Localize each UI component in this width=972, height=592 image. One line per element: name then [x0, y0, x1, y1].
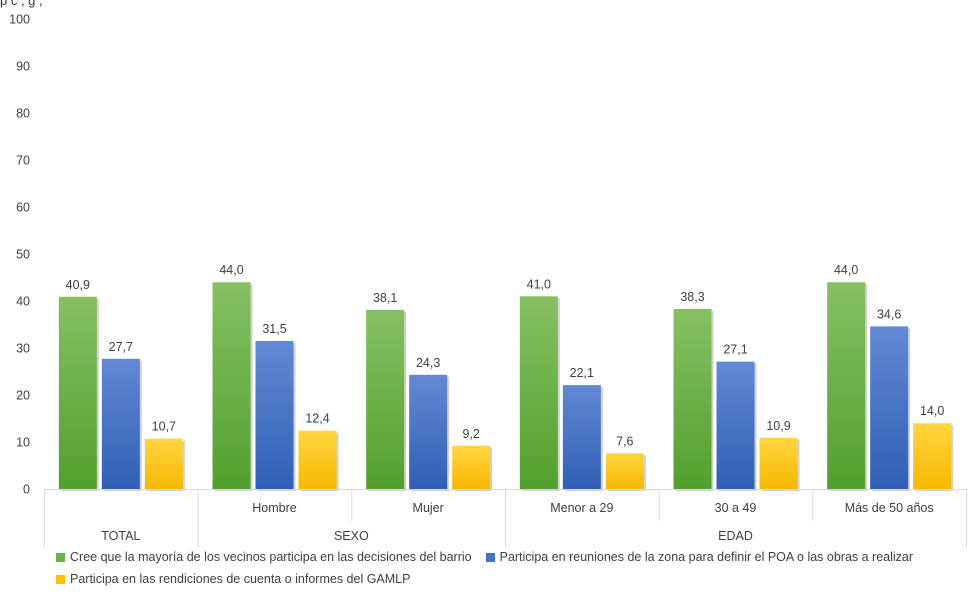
legend-item-blue: Participa en reuniones de la zona para d…: [485, 550, 914, 564]
bar-green: [673, 308, 712, 489]
bar-green: [212, 282, 251, 489]
bar-yellow: [298, 430, 337, 489]
legend: Cree que la mayoría de los vecinos parti…: [56, 548, 956, 592]
data-label: 14,0: [920, 404, 944, 418]
legend-row-1: Cree que la mayoría de los vecinos parti…: [56, 548, 956, 566]
legend-swatch-blue: [485, 552, 495, 562]
x-tick-label: 30 a 49: [715, 501, 757, 515]
data-label: 12,4: [305, 412, 329, 426]
y-tick-label: 100: [9, 13, 30, 27]
y-tick-label: 20: [16, 389, 30, 403]
x-tick-label: Mujer: [413, 501, 444, 515]
data-label: 44,0: [834, 263, 858, 277]
legend-swatch-yellow: [56, 574, 65, 584]
data-label: 31,5: [262, 322, 286, 336]
x-group-label: SEXO: [334, 529, 369, 543]
bars: [58, 282, 954, 491]
legend-swatch-green: [56, 552, 65, 562]
data-label: 27,1: [723, 343, 747, 357]
data-label: 10,7: [152, 420, 176, 434]
bar-blue: [870, 326, 909, 489]
data-label: 38,1: [373, 291, 397, 305]
y-axis: 0 10 20 30 40 50 60 70 80 90 100: [9, 13, 30, 497]
data-label: 38,3: [680, 290, 704, 304]
x-group-label: TOTAL: [101, 529, 140, 543]
data-label: 7,6: [616, 434, 633, 448]
data-label: 24,3: [416, 356, 440, 370]
cropped-caption-text: p c , g ,: [0, 0, 43, 8]
bar-green: [519, 296, 558, 489]
data-label: 9,2: [462, 427, 479, 441]
y-tick-label: 10: [16, 436, 30, 450]
x-tick-label: Más de 50 años: [845, 501, 934, 515]
bar-blue: [716, 361, 755, 489]
legend-label-blue: Participa en reuniones de la zona para d…: [499, 550, 914, 564]
legend-label-green: Cree que la mayoría de los vecinos parti…: [70, 550, 472, 564]
y-tick-label: 40: [16, 295, 30, 309]
value-labels: 40,9 27,7 10,7 44,0 31,5 12,4 38,1 24,3 9,2 41,0 2…: [66, 263, 945, 448]
x-tick-label: Hombre: [252, 501, 297, 515]
data-label: 27,7: [109, 340, 133, 354]
x-group-label: EDAD: [718, 529, 753, 543]
bar-yellow: [759, 437, 798, 489]
bar-green: [58, 296, 97, 489]
bar-blue: [562, 385, 601, 489]
y-tick-label: 50: [16, 248, 30, 262]
y-tick-label: 80: [16, 107, 30, 121]
legend-row-2: Participa en las rendiciones de cuenta o…: [56, 570, 956, 588]
x-tick-label: Menor a 29: [550, 501, 613, 515]
data-label: 22,1: [570, 366, 594, 380]
data-label: 10,9: [766, 419, 790, 433]
bar-blue: [409, 374, 448, 489]
y-tick-label: 90: [16, 60, 30, 74]
y-tick-label: 70: [16, 154, 30, 168]
data-label: 44,0: [219, 263, 243, 277]
x-axis: TOTAL Hombre Mujer SEXO Menor a 29 30 a 49 Más…: [44, 489, 967, 547]
data-label: 34,6: [877, 307, 901, 321]
data-label: 40,9: [66, 278, 90, 292]
bar-blue: [255, 340, 294, 489]
y-tick-label: 60: [16, 201, 30, 215]
bar-yellow: [452, 445, 491, 489]
bar-yellow: [144, 438, 183, 489]
data-label: 41,0: [527, 277, 551, 291]
bar-green: [366, 309, 405, 489]
bar-yellow: [913, 423, 952, 489]
bar-yellow: [605, 453, 644, 489]
legend-item-green: Cree que la mayoría de los vecinos parti…: [56, 550, 472, 564]
y-tick-label: 0: [23, 483, 30, 497]
legend-item-yellow: Participa en las rendiciones de cuenta o…: [56, 572, 410, 586]
bar-blue: [101, 358, 140, 489]
bar-green: [827, 282, 866, 489]
legend-label-yellow: Participa en las rendiciones de cuenta o…: [70, 572, 411, 586]
y-tick-label: 30: [16, 342, 30, 356]
